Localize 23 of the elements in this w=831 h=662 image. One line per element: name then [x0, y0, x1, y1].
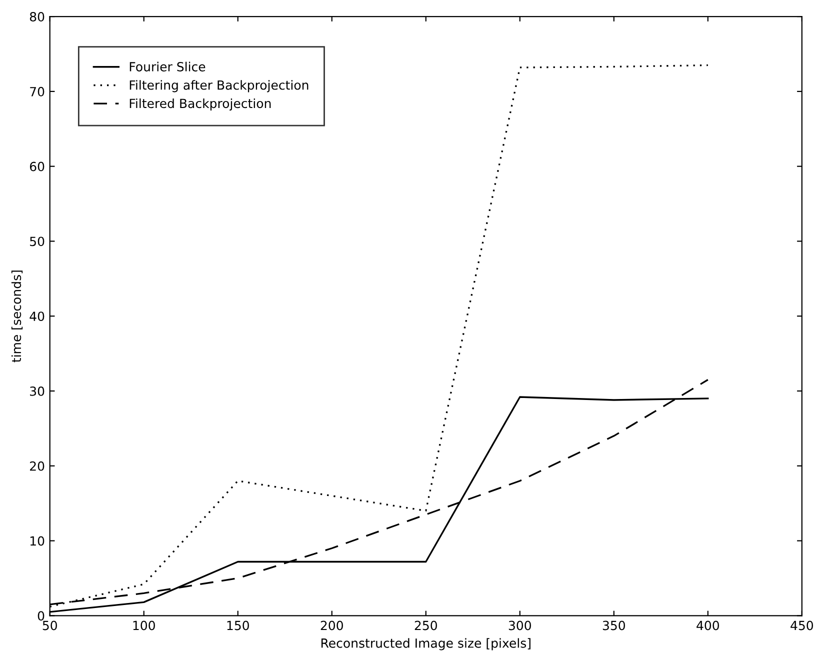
x-tick-label: 400: [696, 620, 720, 630]
y-tick-label: 30: [30, 386, 44, 396]
legend-label: Filtered Backprojection: [130, 98, 271, 111]
x-tick-label: 100: [133, 620, 155, 630]
x-tick-label: 50: [42, 620, 57, 630]
x-tick-label: 450: [790, 620, 814, 630]
y-tick-label: 50: [30, 236, 44, 246]
x-tick-label: 200: [320, 620, 343, 630]
y-tick-label: 60: [30, 162, 44, 172]
x-tick-label: 250: [414, 620, 437, 630]
legend-label: Fourier Slice: [130, 62, 206, 72]
x-tick-label: 150: [227, 620, 249, 630]
x-axis-title: Reconstructed Image size [pixels]: [321, 638, 530, 650]
legend-label: Filtering after Backprojection: [130, 80, 308, 92]
y-tick-label: 10: [30, 536, 44, 546]
x-tick-label: 300: [508, 620, 531, 630]
y-axis-title: time [seconds]: [11, 270, 23, 362]
y-tick-label: 70: [30, 86, 44, 96]
y-tick-label: 0: [38, 611, 44, 621]
y-tick-label: 80: [30, 12, 44, 22]
x-tick-label: 350: [602, 620, 625, 630]
y-tick-label: 40: [30, 312, 44, 322]
y-tick-label: 20: [30, 461, 44, 471]
